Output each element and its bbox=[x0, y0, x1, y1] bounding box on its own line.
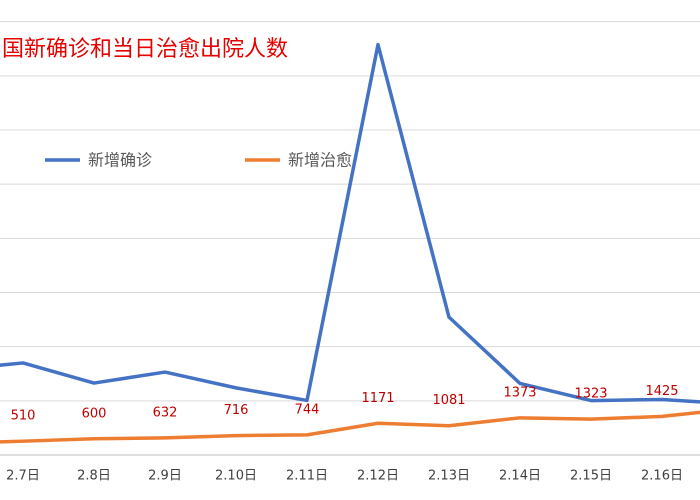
data-label: 716 bbox=[224, 403, 249, 418]
data-label: 744 bbox=[295, 402, 320, 417]
data-label: 1323 bbox=[574, 387, 607, 402]
x-tick-label: 2.9日 bbox=[148, 469, 182, 484]
x-tick-label: 2.10日 bbox=[215, 469, 257, 484]
x-tick-label: 2.8日 bbox=[77, 469, 111, 484]
x-tick-label: 2.13日 bbox=[428, 469, 470, 484]
data-label: 1373 bbox=[503, 385, 536, 400]
data-label: 510 bbox=[11, 409, 36, 424]
legend-label: 新增确诊 bbox=[88, 151, 152, 170]
data-label: 1171 bbox=[361, 391, 394, 406]
series-line bbox=[0, 42, 700, 404]
x-tick-label: 2.16日 bbox=[641, 469, 683, 484]
legend-label: 新增治愈 bbox=[288, 151, 352, 170]
x-tick-label: 2.15日 bbox=[570, 469, 612, 484]
chart-title: 国新确诊和当日治愈出院人数 bbox=[2, 37, 288, 62]
data-label: 1081 bbox=[432, 393, 465, 408]
x-tick-label: 2.14日 bbox=[499, 469, 541, 484]
series-line bbox=[0, 410, 700, 444]
data-label: 1425 bbox=[645, 384, 678, 399]
x-tick-label: 2.12日 bbox=[357, 469, 399, 484]
x-tick-label: 2.7日 bbox=[6, 469, 40, 484]
x-tick-label: 2.11日 bbox=[286, 469, 328, 484]
data-label: 632 bbox=[153, 405, 178, 420]
data-label: 600 bbox=[82, 406, 107, 421]
